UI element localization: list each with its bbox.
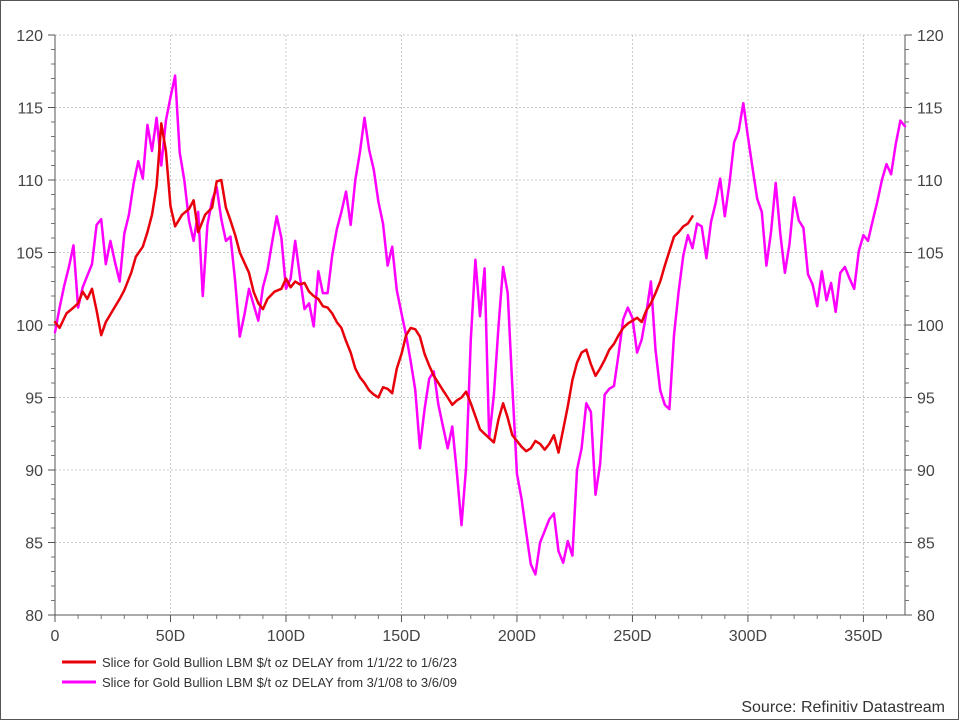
y-tick-label-right: 115 bbox=[917, 101, 943, 118]
y-tick-label-right: 80 bbox=[917, 608, 935, 625]
y-tick-label-left: 85 bbox=[25, 536, 43, 553]
x-tick-label: 350D bbox=[844, 628, 882, 645]
legend-label-magenta: Slice for Gold Bullion LBM $/t oz DELAY … bbox=[102, 675, 457, 690]
y-tick-label-left: 100 bbox=[16, 318, 43, 335]
x-tick-label: 300D bbox=[729, 628, 767, 645]
source-attribution: Source: Refinitiv Datastream bbox=[741, 699, 945, 716]
y-tick-label-left: 80 bbox=[25, 608, 43, 625]
x-tick-label: 0 bbox=[51, 628, 60, 645]
series-line-2022 bbox=[53, 122, 694, 454]
y-tick-label-left: 110 bbox=[17, 173, 43, 190]
y-tick-label-right: 105 bbox=[917, 246, 944, 263]
x-tick-label: 150D bbox=[382, 628, 420, 645]
y-tick-label-right: 90 bbox=[917, 463, 935, 480]
grid-lines bbox=[55, 34, 905, 615]
x-tick-label: 200D bbox=[498, 628, 536, 645]
x-tick-label: 250D bbox=[613, 628, 651, 645]
y-tick-label-right: 120 bbox=[917, 28, 944, 45]
y-tick-label-right: 85 bbox=[917, 536, 935, 553]
y-tick-label-left: 115 bbox=[17, 101, 43, 118]
y-tick-label-right: 110 bbox=[917, 173, 943, 190]
legend: Slice for Gold Bullion LBM $/t oz DELAY … bbox=[62, 655, 457, 690]
y-tick-label-left: 120 bbox=[16, 28, 43, 45]
legend-label-red: Slice for Gold Bullion LBM $/t oz DELAY … bbox=[102, 655, 457, 670]
y-tick-label-left: 90 bbox=[25, 463, 43, 480]
series-layer bbox=[53, 74, 907, 576]
axes: 80 80 85 85 90 90 95 95 100 100 105 105 110 110 115 115… bbox=[16, 28, 944, 645]
x-tick-label: 100D bbox=[267, 628, 305, 645]
y-tick-label-left: 105 bbox=[16, 246, 43, 263]
y-tick-label-right: 100 bbox=[917, 318, 944, 335]
y-tick-label-left: 95 bbox=[25, 391, 43, 408]
y-tick-label-right: 95 bbox=[917, 391, 935, 408]
x-tick-label: 50D bbox=[156, 628, 185, 645]
